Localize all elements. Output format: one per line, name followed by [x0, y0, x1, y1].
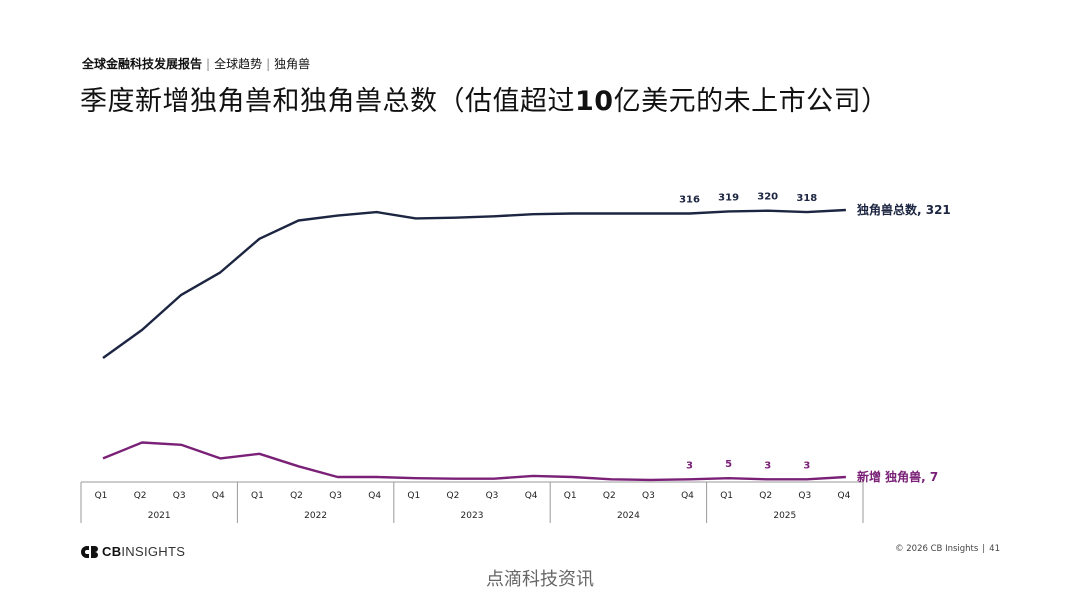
- title-prefix: 季度新增独角兽和独角兽总数（估值超过: [80, 86, 575, 117]
- data-label: 316: [679, 195, 700, 206]
- year-label: 2023: [461, 511, 484, 521]
- x-tick-label: Q3: [798, 491, 811, 501]
- copyright: © 2026 CB Insights: [895, 544, 979, 554]
- year-label: 2021: [148, 511, 171, 521]
- data-label: 319: [718, 192, 739, 203]
- breadcrumb-main: 全球金融科技发展报告: [82, 57, 203, 71]
- x-tick-label: Q4: [681, 491, 694, 501]
- data-label: 3: [803, 460, 810, 471]
- data-label: 320: [757, 192, 778, 203]
- title-number: 10: [575, 86, 614, 117]
- year-label: 2025: [773, 511, 796, 521]
- breadcrumb-sub1: 全球趋势: [214, 57, 263, 71]
- footer-separator: |: [982, 544, 986, 554]
- page-title: 季度新增独角兽和独角兽总数（估值超过10亿美元的未上市公司）: [80, 79, 889, 118]
- page-number: 41: [989, 544, 1000, 554]
- footer-info: © 2026 CB Insights | 41: [895, 544, 1000, 554]
- x-tick-label: Q1: [720, 491, 733, 501]
- x-tick-label: Q2: [446, 491, 459, 501]
- x-tick-label: Q2: [603, 491, 616, 501]
- watermark: 点滴科技资讯: [486, 569, 594, 590]
- logo-text: CBINSIGHTS: [102, 544, 185, 559]
- x-tick-label: Q3: [486, 491, 499, 501]
- cb-insights-logo: CBINSIGHTS: [81, 544, 185, 559]
- logo-word: INSIGHTS: [121, 544, 186, 559]
- x-tick-label: Q3: [642, 491, 655, 501]
- series-end-label-new: 新增 独角兽, 7: [857, 469, 938, 484]
- data-label: 3: [764, 460, 771, 471]
- x-tick-label: Q4: [525, 491, 538, 501]
- x-tick-label: Q1: [564, 491, 577, 501]
- year-label: 2022: [304, 511, 327, 521]
- x-tick-label: Q2: [759, 491, 772, 501]
- series-line-new: [102, 441, 846, 482]
- x-tick-label: Q2: [290, 491, 303, 501]
- x-tick-label: Q4: [212, 491, 225, 501]
- x-tick-label: Q1: [251, 491, 264, 501]
- series-end-label-total: 独角兽总数, 321: [856, 202, 951, 217]
- x-tick-label: Q3: [329, 491, 342, 501]
- x-tick-label: Q4: [837, 491, 850, 501]
- data-label: 318: [796, 193, 817, 204]
- breadcrumb-sub2: 独角兽: [274, 57, 311, 71]
- logo-brand: CB: [102, 544, 122, 559]
- data-label: 3: [686, 460, 693, 471]
- data-label: 5: [725, 459, 732, 470]
- breadcrumb-separator: |: [266, 57, 271, 71]
- x-tick-label: Q3: [173, 491, 186, 501]
- cb-logo-icon: [81, 545, 98, 558]
- x-tick-label: Q2: [134, 491, 147, 501]
- title-suffix: 亿美元的未上市公司）: [613, 86, 889, 117]
- breadcrumb: 全球金融科技发展报告 | 全球趋势 | 独角兽: [82, 55, 310, 72]
- breadcrumb-separator: |: [206, 57, 211, 71]
- x-tick-label: Q1: [407, 491, 420, 501]
- x-tick-label: Q4: [368, 491, 381, 501]
- x-tick-label: Q1: [95, 491, 108, 501]
- year-label: 2024: [617, 511, 640, 521]
- series-line-total: [102, 208, 846, 359]
